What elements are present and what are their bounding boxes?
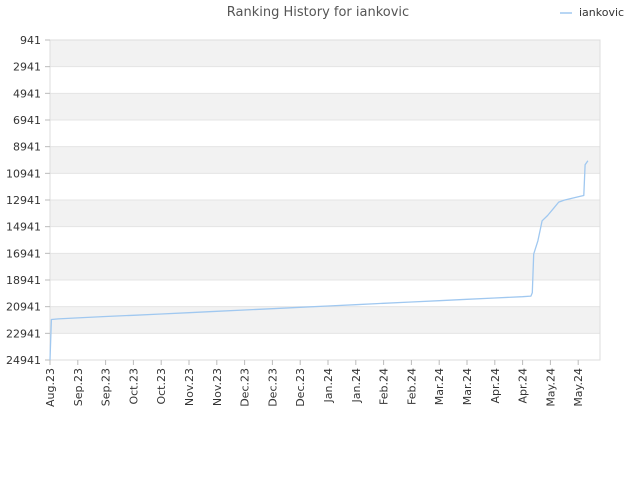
series-line-iankovic bbox=[49, 160, 589, 361]
x-tick-label: Feb.24 bbox=[405, 368, 418, 405]
legend[interactable]: iankovic bbox=[560, 6, 624, 19]
x-tick-label: Apr.24 bbox=[517, 368, 530, 404]
y-tick-label: 24941 bbox=[6, 354, 41, 367]
x-tick-label: Jan.24 bbox=[322, 368, 335, 403]
y-tick-label: 20941 bbox=[6, 301, 41, 314]
y-tick-label: 12941 bbox=[6, 194, 41, 207]
y-tick-label: 22941 bbox=[6, 327, 41, 340]
y-tick-label: 10941 bbox=[6, 167, 41, 180]
x-tick-label: Oct.23 bbox=[127, 368, 140, 405]
x-tick-label: Apr.24 bbox=[489, 368, 502, 404]
y-tick-label: 8941 bbox=[13, 141, 41, 154]
series-layer bbox=[49, 160, 589, 361]
y-tick-label: 16941 bbox=[6, 247, 41, 260]
y-tick-label: 14941 bbox=[6, 221, 41, 234]
grid-bands bbox=[50, 40, 600, 334]
chart-title: Ranking History for iankovic bbox=[227, 5, 409, 20]
x-tick-label: Jan.24 bbox=[350, 368, 363, 403]
x-axis: Aug.23 Sep.23 Sep.23 Oct.23 Oct.23 Nov.23 Nov.… bbox=[44, 360, 585, 407]
x-tick-label: Sep.23 bbox=[72, 368, 85, 406]
x-tick-label: Mar.24 bbox=[461, 368, 474, 405]
x-tick-label: May.24 bbox=[572, 368, 585, 407]
grid-band bbox=[50, 306, 600, 334]
legend-label-iankovic: iankovic bbox=[579, 6, 624, 19]
y-tick-label: 18941 bbox=[6, 274, 41, 287]
x-tick-label: Nov.23 bbox=[211, 368, 224, 406]
grid-band bbox=[50, 93, 600, 120]
y-axis: 941 2941 4941 6941 8941 10941 12941 14941 16941 1… bbox=[6, 34, 50, 367]
x-tick-label: Aug.23 bbox=[44, 368, 57, 407]
x-tick-label: Dec.23 bbox=[239, 368, 252, 407]
grid-band bbox=[50, 200, 600, 227]
grid-band bbox=[50, 253, 600, 280]
x-tick-label: Mar.24 bbox=[433, 368, 446, 405]
grid-band bbox=[50, 40, 600, 67]
x-tick-label: Feb.24 bbox=[378, 368, 391, 405]
x-tick-label: Dec.23 bbox=[294, 368, 307, 407]
x-tick-label: Dec.23 bbox=[266, 368, 279, 407]
y-tick-label: 941 bbox=[20, 34, 41, 47]
grid-band bbox=[50, 146, 600, 174]
y-tick-label: 4941 bbox=[13, 87, 41, 100]
x-tick-label: Nov.23 bbox=[183, 368, 196, 406]
x-tick-label: Oct.23 bbox=[155, 368, 168, 405]
y-tick-label: 6941 bbox=[13, 114, 41, 127]
y-tick-label: 2941 bbox=[13, 61, 41, 74]
x-tick-label: May.24 bbox=[544, 368, 557, 407]
x-tick-label: Sep.23 bbox=[100, 368, 113, 406]
